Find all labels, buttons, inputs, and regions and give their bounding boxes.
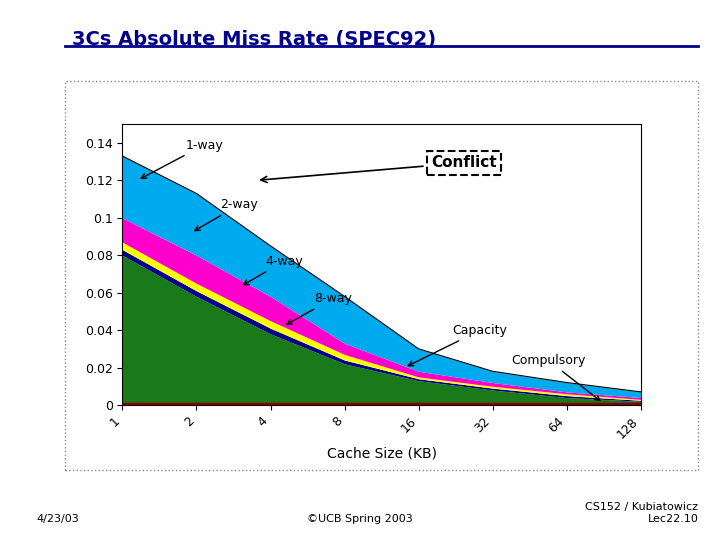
Text: 4-way: 4-way	[243, 254, 303, 285]
Text: CS152 / Kubiatowicz
Lec22.10: CS152 / Kubiatowicz Lec22.10	[585, 502, 698, 524]
X-axis label: Cache Size (KB): Cache Size (KB)	[327, 446, 436, 460]
Text: ©UCB Spring 2003: ©UCB Spring 2003	[307, 514, 413, 524]
Text: 2-way: 2-way	[194, 198, 258, 231]
Text: Capacity: Capacity	[408, 324, 508, 366]
Text: Compulsory: Compulsory	[511, 354, 600, 401]
Text: 4/23/03: 4/23/03	[36, 514, 78, 524]
Text: 1-way: 1-way	[141, 139, 223, 178]
Text: 3Cs Absolute Miss Rate (SPEC92): 3Cs Absolute Miss Rate (SPEC92)	[72, 30, 436, 49]
Text: 8-way: 8-way	[287, 292, 351, 324]
Text: Conflict: Conflict	[261, 156, 497, 183]
